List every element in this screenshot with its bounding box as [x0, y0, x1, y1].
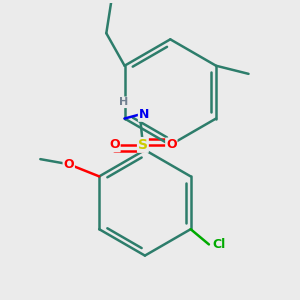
Text: O: O: [166, 138, 177, 152]
Text: O: O: [63, 158, 74, 171]
Text: N: N: [139, 108, 149, 121]
Text: S: S: [138, 138, 148, 152]
Text: H: H: [119, 97, 128, 107]
Text: O: O: [109, 138, 120, 152]
Text: Cl: Cl: [212, 238, 226, 251]
